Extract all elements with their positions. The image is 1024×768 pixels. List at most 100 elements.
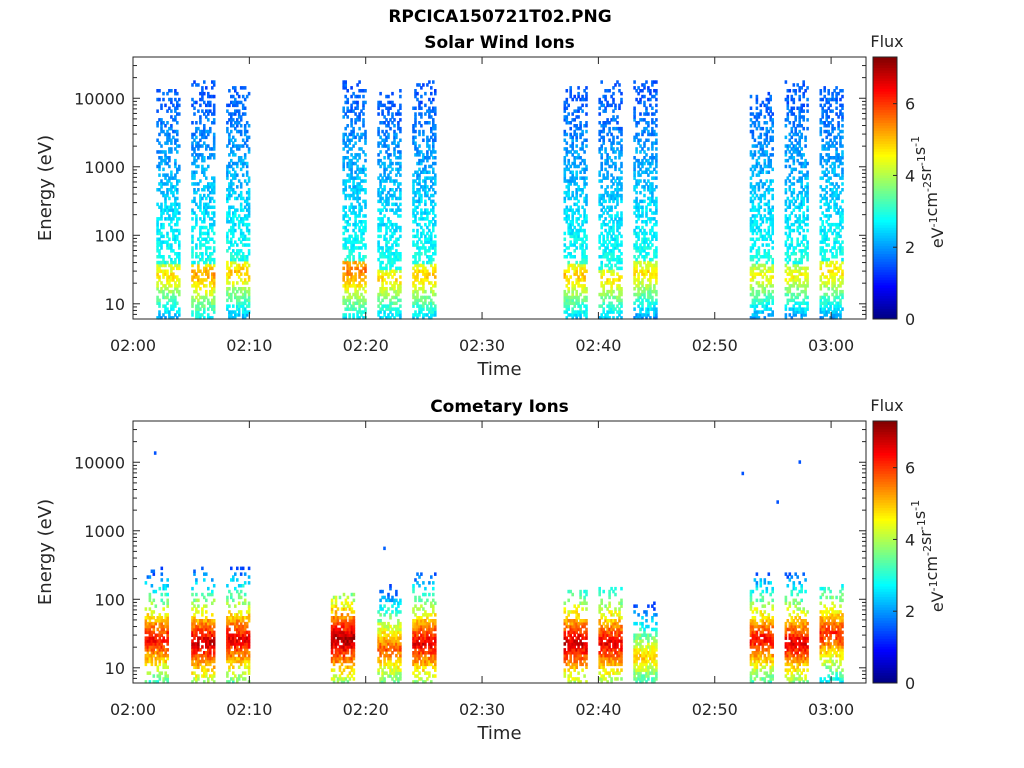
spectrogram-cell: [364, 298, 367, 303]
spectrogram-cell: [804, 222, 807, 227]
spectrogram-cell: [651, 234, 654, 239]
spectrogram-cell: [377, 217, 380, 221]
spectrogram-cell: [798, 266, 801, 271]
spectrogram-cell: [232, 182, 235, 186]
spectrogram-cell: [602, 301, 605, 306]
spectrogram-cell: [565, 275, 569, 279]
spectrogram-cell: [571, 228, 574, 233]
spectrogram-cell: [247, 228, 251, 233]
spectrogram-cell: [158, 217, 161, 221]
spectrogram-cell: [790, 269, 794, 274]
spectrogram-cell: [226, 188, 229, 192]
spectrogram-cell: [201, 89, 204, 93]
spectrogram-cell: [600, 260, 603, 265]
spectrogram-cell: [430, 313, 433, 317]
spectrogram-cell: [655, 281, 658, 285]
spectrogram-cell: [199, 301, 202, 306]
spectrogram-cell: [195, 214, 198, 218]
spectrogram-cell: [651, 301, 654, 306]
spectrogram-cell: [342, 115, 345, 119]
spectrogram-cell: [199, 295, 202, 300]
spectrogram-cell: [158, 150, 161, 154]
spectrogram-cell: [416, 301, 419, 306]
spectrogram-cell: [610, 208, 613, 212]
spectrogram-cell: [239, 266, 243, 271]
spectrogram-cell: [616, 228, 619, 233]
spectrogram-cell: [226, 272, 229, 276]
spectrogram-cell: [653, 263, 656, 268]
spectrogram-cell: [162, 225, 165, 230]
spectrogram-cell: [575, 278, 578, 282]
spectrogram-cell: [364, 190, 367, 195]
spectrogram-cell: [191, 304, 194, 308]
spectrogram-cell: [197, 269, 200, 274]
spectrogram-cell: [563, 208, 567, 212]
spectrogram-cell: [176, 278, 179, 282]
spectrogram-cell: [205, 144, 208, 148]
spectrogram-cell: [174, 304, 177, 308]
spectrogram-cell: [655, 237, 658, 242]
spectrogram-cell: [819, 89, 823, 93]
spectrogram-cell: [430, 263, 433, 268]
spectrogram-cell: [579, 214, 582, 218]
spectrogram-cell: [798, 284, 801, 288]
spectrogram-cell: [379, 220, 382, 224]
spectrogram-cell: [412, 292, 415, 297]
spectrogram-cell: [753, 263, 757, 268]
spectrogram-cell: [790, 170, 794, 175]
spectrogram-cell: [174, 298, 177, 303]
spectrogram-cell: [362, 287, 365, 291]
spectrogram-cell: [786, 249, 790, 253]
spectrogram-cell: [162, 292, 165, 297]
spectrogram-cell: [581, 103, 584, 108]
spectrogram-cell: [385, 304, 388, 308]
spectrogram-cell: [399, 126, 402, 131]
spectrogram-cell: [412, 220, 415, 224]
spectrogram-cell: [761, 243, 765, 247]
spectrogram-cell: [344, 94, 347, 99]
spectrogram-cell: [245, 257, 249, 262]
spectrogram-cell: [162, 190, 165, 195]
spectrogram-cell: [798, 243, 801, 247]
spectrogram-cell: [348, 208, 351, 212]
spectrogram-cell: [583, 176, 586, 180]
spectrogram-cell: [635, 225, 638, 230]
spectrogram-cell: [414, 287, 417, 291]
spectrogram-cell: [354, 222, 357, 227]
spectrogram-cell: [170, 150, 173, 154]
spectrogram-cell: [414, 284, 417, 288]
spectrogram-cell: [193, 170, 196, 175]
spectrogram-cell: [759, 109, 763, 113]
spectrogram-cell: [653, 129, 656, 134]
spectrogram-cell: [651, 129, 654, 134]
spectrogram-cell: [653, 313, 656, 317]
spectrogram-cell: [573, 156, 576, 160]
spectrogram-cell: [228, 310, 231, 314]
spectrogram-cell: [649, 284, 652, 288]
spectrogram-cell: [616, 237, 619, 242]
spectrogram-cell: [166, 182, 169, 186]
spectrogram-cell: [211, 86, 214, 90]
spectrogram-cell: [751, 266, 755, 271]
spectrogram-cell: [614, 307, 617, 311]
spectrogram-cell: [790, 199, 794, 204]
spectrogram-cell: [585, 316, 588, 320]
spectrogram-cell: [606, 310, 609, 314]
spectrogram-cell: [819, 260, 823, 265]
spectrogram-cell: [585, 257, 588, 262]
spectrogram-cell: [352, 255, 355, 259]
spectrogram-cell: [358, 269, 361, 274]
spectrogram-cell: [798, 272, 801, 276]
spectrogram-cell: [581, 260, 584, 265]
spectrogram-cell: [377, 240, 380, 244]
spectrogram-cell: [358, 240, 361, 244]
spectrogram-cell: [649, 281, 652, 285]
spectrogram-cell: [174, 188, 177, 192]
spectrogram-cell: [212, 214, 216, 218]
spectrogram-cell: [794, 118, 797, 122]
spectrogram-cell: [379, 91, 382, 96]
spectrogram-cell: [751, 228, 755, 233]
spectrogram-cell: [794, 257, 797, 262]
spectrogram-cell: [581, 284, 584, 288]
